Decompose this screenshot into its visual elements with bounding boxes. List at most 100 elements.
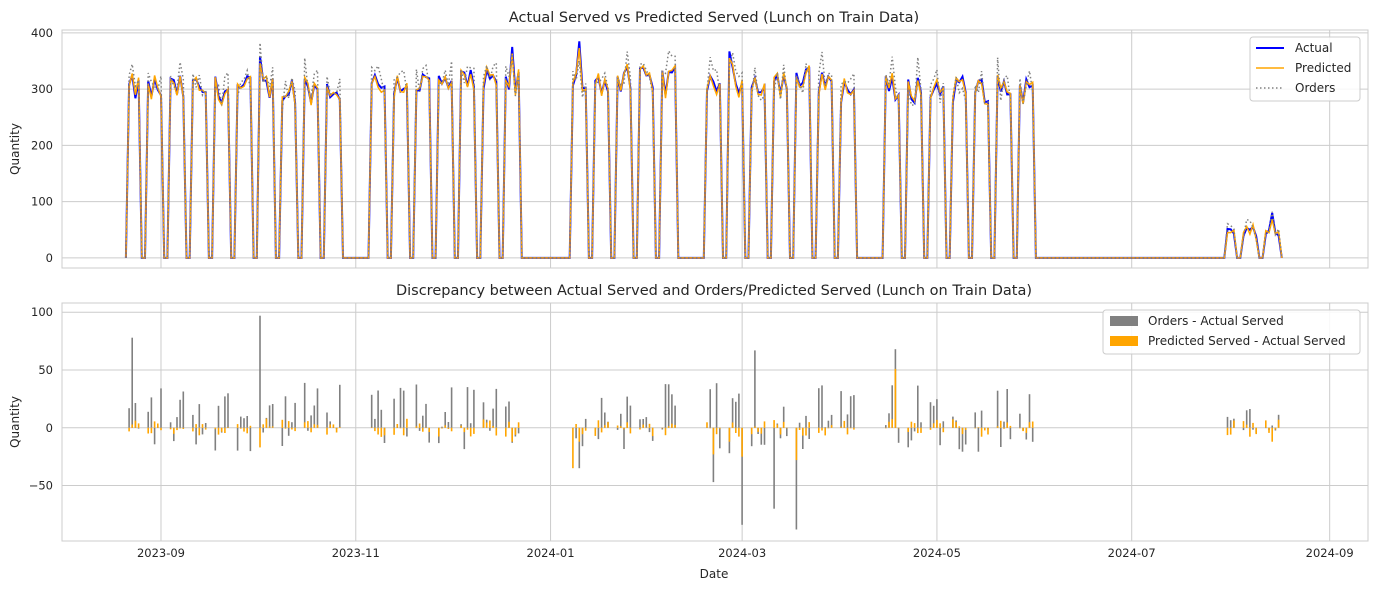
bottom-chart-ytick-label: −50 [29, 479, 53, 493]
bar-predicted-minus-actual [160, 427, 162, 431]
bar-orders-minus-actual [173, 427, 175, 442]
bar-predicted-minus-actual [428, 427, 430, 432]
bar-predicted-minus-actual [750, 427, 753, 435]
bottom-chart-xtick-label: 2023-09 [137, 546, 185, 560]
legend-label-orders: Orders [1295, 81, 1335, 95]
bar-predicted-minus-actual [597, 420, 600, 428]
bar-orders-minus-actual [709, 389, 711, 428]
bar-orders-minus-actual [661, 427, 664, 430]
bar-predicted-minus-actual [249, 425, 252, 428]
bar-predicted-minus-actual [910, 421, 913, 428]
bar-orders-minus-actual [406, 427, 408, 437]
bar-predicted-minus-actual [463, 427, 466, 433]
bar-predicted-minus-actual [268, 426, 271, 428]
bar-orders-minus-actual [153, 427, 156, 445]
legend-swatch-orders_minus_actual [1110, 316, 1138, 326]
bar-predicted-minus-actual [517, 422, 520, 428]
bar-orders-minus-actual [192, 414, 194, 428]
bar-orders-minus-actual [674, 405, 676, 428]
bar-orders-minus-actual [249, 427, 252, 452]
bar-predicted-minus-actual [380, 427, 383, 437]
bar-orders-minus-actual [240, 416, 242, 428]
bar-orders-minus-actual [750, 427, 753, 447]
bar-predicted-minus-actual [1019, 427, 1021, 429]
bar-predicted-minus-actual [444, 425, 446, 428]
bar-orders-minus-actual [936, 399, 938, 428]
bar-predicted-minus-actual [648, 423, 651, 428]
series-predicted-line [125, 47, 1283, 259]
bar-orders-minus-actual [885, 425, 887, 428]
bar-predicted-minus-actual [977, 427, 980, 428]
bar-orders-minus-actual [578, 427, 581, 469]
bar-predicted-minus-actual [329, 424, 331, 428]
bar-orders-minus-actual [735, 401, 737, 428]
bar-predicted-minus-actual [128, 427, 130, 432]
bar-orders-minus-actual [974, 412, 976, 428]
bar-orders-minus-actual [131, 337, 133, 428]
bar-orders-minus-actual [958, 427, 961, 450]
bar-orders-minus-actual [1003, 421, 1005, 428]
bar-orders-minus-actual [719, 427, 721, 449]
bar-predicted-minus-actual [291, 427, 293, 430]
bar-predicted-minus-actual [508, 421, 510, 428]
bar-predicted-minus-actual [894, 368, 897, 428]
bar-predicted-minus-actual [808, 422, 810, 428]
bar-orders-minus-actual [182, 391, 185, 428]
bar-orders-minus-actual [377, 390, 379, 428]
bar-orders-minus-actual [150, 397, 153, 428]
bottom-chart-xtick-label: 2024-03 [718, 546, 766, 560]
bar-orders-minus-actual [597, 427, 600, 440]
bar-orders-minus-actual [204, 423, 207, 428]
bar-predicted-minus-actual [955, 421, 957, 428]
bar-orders-minus-actual [853, 395, 855, 428]
bar-orders-minus-actual [517, 427, 520, 434]
bar-predicted-minus-actual [1226, 427, 1229, 436]
top-chart-ytick-label: 400 [31, 26, 53, 40]
bar-predicted-minus-actual [240, 427, 242, 429]
bar-predicted-minus-actual [818, 427, 820, 433]
bar-predicted-minus-actual [396, 424, 399, 428]
bar-predicted-minus-actual [425, 427, 427, 428]
bar-predicted-minus-actual [214, 427, 217, 430]
bar-predicted-minus-actual [173, 427, 175, 434]
bar-orders-minus-actual [176, 417, 178, 428]
bar-predicted-minus-actual [629, 427, 632, 434]
bar-predicted-minus-actual [885, 427, 887, 429]
bar-orders-minus-actual [201, 427, 204, 435]
bar-orders-minus-actual [648, 427, 651, 433]
bar-predicted-minus-actual [849, 427, 852, 429]
bar-orders-minus-actual [326, 412, 328, 428]
bar-predicted-minus-actual [964, 427, 967, 430]
bar-orders-minus-actual [492, 408, 494, 428]
bar-predicted-minus-actual [664, 427, 667, 436]
bar-predicted-minus-actual [201, 424, 204, 428]
bar-orders-minus-actual [287, 427, 290, 436]
bar-predicted-minus-actual [195, 424, 197, 428]
bar-orders-minus-actual [824, 427, 826, 428]
top-chart-legend: Actual Predicted Orders [1249, 36, 1361, 102]
bar-orders-minus-actual [399, 387, 402, 428]
bar-predicted-minus-actual [642, 424, 644, 428]
bar-predicted-minus-actual [1255, 427, 1257, 435]
bar-orders-minus-actual [169, 422, 172, 428]
bottom-chart-ytick-label: 100 [31, 305, 53, 319]
bar-orders-minus-actual [339, 384, 341, 428]
bar-predicted-minus-actual [489, 420, 491, 428]
bar-predicted-minus-actual [1245, 424, 1248, 428]
bar-orders-minus-actual [932, 405, 935, 428]
bar-orders-minus-actual [128, 408, 130, 428]
bar-orders-minus-actual [243, 418, 245, 428]
legend-label-orders_minus_actual: Orders - Actual Served [1148, 314, 1284, 328]
legend-label-predicted_minus_actual: Predicted Served - Actual Served [1148, 334, 1346, 348]
bar-predicted-minus-actual [134, 420, 137, 428]
bottom-chart-ytick-label: 50 [38, 363, 53, 377]
bar-predicted-minus-actual [626, 422, 628, 428]
bar-predicted-minus-actual [402, 427, 405, 436]
bar-predicted-minus-actual [824, 427, 826, 436]
bar-predicted-minus-actual [307, 421, 309, 428]
bar-orders-minus-actual [977, 427, 980, 452]
bar-orders-minus-actual [907, 427, 909, 448]
bar-orders-minus-actual [763, 427, 766, 445]
bar-orders-minus-actual [447, 422, 450, 428]
bar-predicted-minus-actual [929, 427, 932, 430]
